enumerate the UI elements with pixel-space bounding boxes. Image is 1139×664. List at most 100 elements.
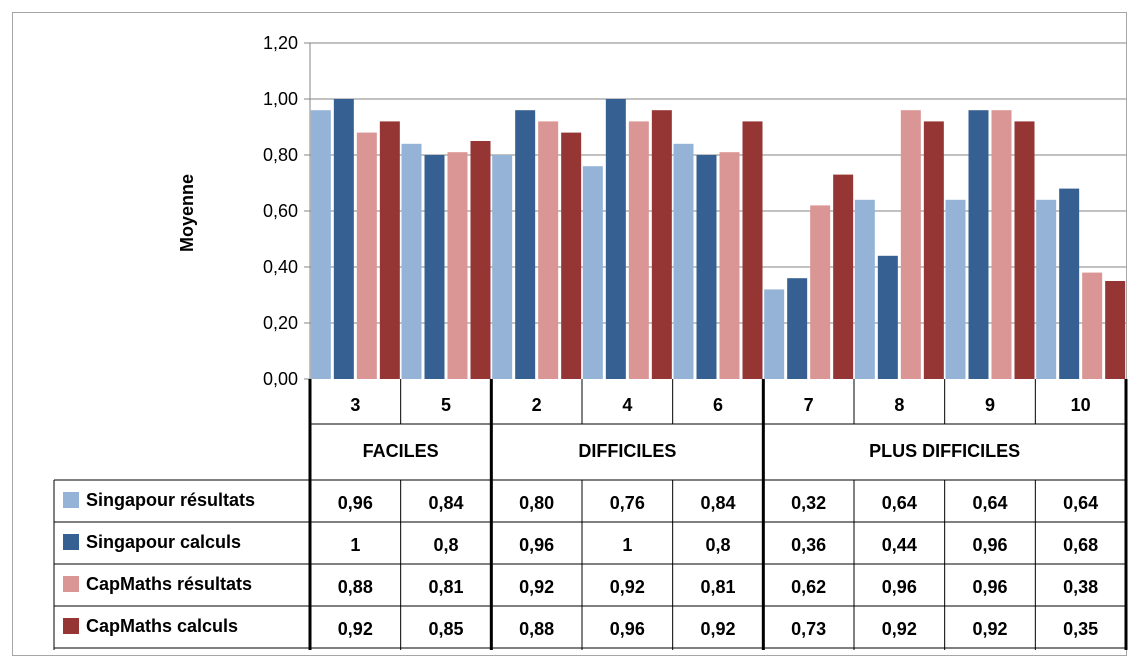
category-label: 6 [713, 395, 723, 415]
data-label: 0,92 [610, 577, 645, 597]
group-label: FACILES [363, 441, 439, 461]
bar [379, 121, 400, 380]
data-label: 0,8 [705, 535, 730, 555]
data-label: 0,96 [519, 535, 554, 555]
legend-label: Singapour résultats [86, 490, 255, 510]
bar [628, 121, 649, 380]
data-label: 0,96 [972, 577, 1007, 597]
y-tick-label: 0,00 [263, 369, 298, 389]
data-label: 0,88 [519, 619, 554, 639]
data-label: 0,92 [700, 619, 735, 639]
bar [492, 155, 513, 379]
group-label: DIFFICILES [578, 441, 676, 461]
bar [696, 155, 717, 379]
bar [1082, 272, 1103, 379]
chart-frame [12, 12, 1127, 656]
bar [401, 143, 422, 379]
bar [810, 205, 831, 379]
data-label: 0,81 [428, 577, 463, 597]
bar [1014, 121, 1035, 380]
data-label: 0,88 [338, 577, 373, 597]
data-label: 0,36 [791, 535, 826, 555]
data-label: 0,8 [433, 535, 458, 555]
bar [447, 152, 468, 379]
bar [1105, 281, 1126, 379]
category-label: 8 [894, 395, 904, 415]
bar [605, 99, 626, 379]
data-label: 0,44 [882, 535, 917, 555]
y-tick-label: 0,20 [263, 313, 298, 333]
bar [968, 110, 989, 379]
category-label: 3 [350, 395, 360, 415]
group-label: PLUS DIFFICILES [869, 441, 1020, 461]
bar [1036, 199, 1057, 379]
data-label: 0,92 [972, 619, 1007, 639]
bar [854, 199, 875, 379]
bar [945, 199, 966, 379]
bar [787, 278, 808, 379]
data-label: 0,92 [882, 619, 917, 639]
bar [833, 174, 854, 379]
data-label: 0,96 [882, 577, 917, 597]
data-label: 0,92 [519, 577, 554, 597]
data-label: 0,92 [338, 619, 373, 639]
legend-label: CapMaths calculs [86, 616, 238, 636]
data-label: 1 [622, 535, 632, 555]
y-tick-label: 0,80 [263, 145, 298, 165]
bar [424, 155, 445, 379]
data-label: 0,80 [519, 493, 554, 513]
data-label: 0,68 [1063, 535, 1098, 555]
data-label: 0,85 [428, 619, 463, 639]
data-label: 0,96 [610, 619, 645, 639]
bar [538, 121, 559, 380]
category-label: 10 [1071, 395, 1091, 415]
bar [742, 121, 763, 380]
y-tick-label: 1,00 [263, 89, 298, 109]
bar [515, 110, 536, 379]
data-label: 0,64 [882, 493, 917, 513]
legend-swatch [63, 576, 79, 592]
bar [991, 110, 1012, 379]
data-label: 0,38 [1063, 577, 1098, 597]
legend-label: CapMaths résultats [86, 574, 252, 594]
data-label: 0,96 [972, 535, 1007, 555]
bar [356, 132, 377, 379]
category-label: 9 [985, 395, 995, 415]
y-tick-label: 1,20 [263, 33, 298, 53]
data-label: 0,96 [338, 493, 373, 513]
legend-swatch [63, 534, 79, 550]
category-label: 5 [441, 395, 451, 415]
legend-swatch [63, 618, 79, 634]
category-label: 2 [532, 395, 542, 415]
bar [651, 110, 672, 379]
bar [923, 121, 944, 380]
legend-label: Singapour calculs [86, 532, 241, 552]
legend-swatch [63, 492, 79, 508]
bar [1059, 188, 1080, 379]
data-label: 0,84 [428, 493, 463, 513]
bar [877, 255, 898, 379]
bar [561, 132, 582, 379]
data-label: 1 [350, 535, 360, 555]
data-label: 0,32 [791, 493, 826, 513]
bar [582, 166, 603, 379]
data-label: 0,64 [1063, 493, 1098, 513]
data-label: 0,64 [972, 493, 1007, 513]
data-label: 0,84 [700, 493, 735, 513]
data-label: 0,76 [610, 493, 645, 513]
data-label: 0,35 [1063, 619, 1098, 639]
category-label: 7 [804, 395, 814, 415]
bar [310, 110, 331, 379]
y-tick-label: 0,60 [263, 201, 298, 221]
bar [719, 152, 740, 379]
y-axis-title: Moyenne [177, 174, 197, 252]
data-label: 0,81 [700, 577, 735, 597]
bar [673, 143, 694, 379]
data-label: 0,73 [791, 619, 826, 639]
category-label: 4 [622, 395, 632, 415]
bar [764, 289, 785, 379]
bar [470, 141, 491, 379]
data-label: 0,62 [791, 577, 826, 597]
